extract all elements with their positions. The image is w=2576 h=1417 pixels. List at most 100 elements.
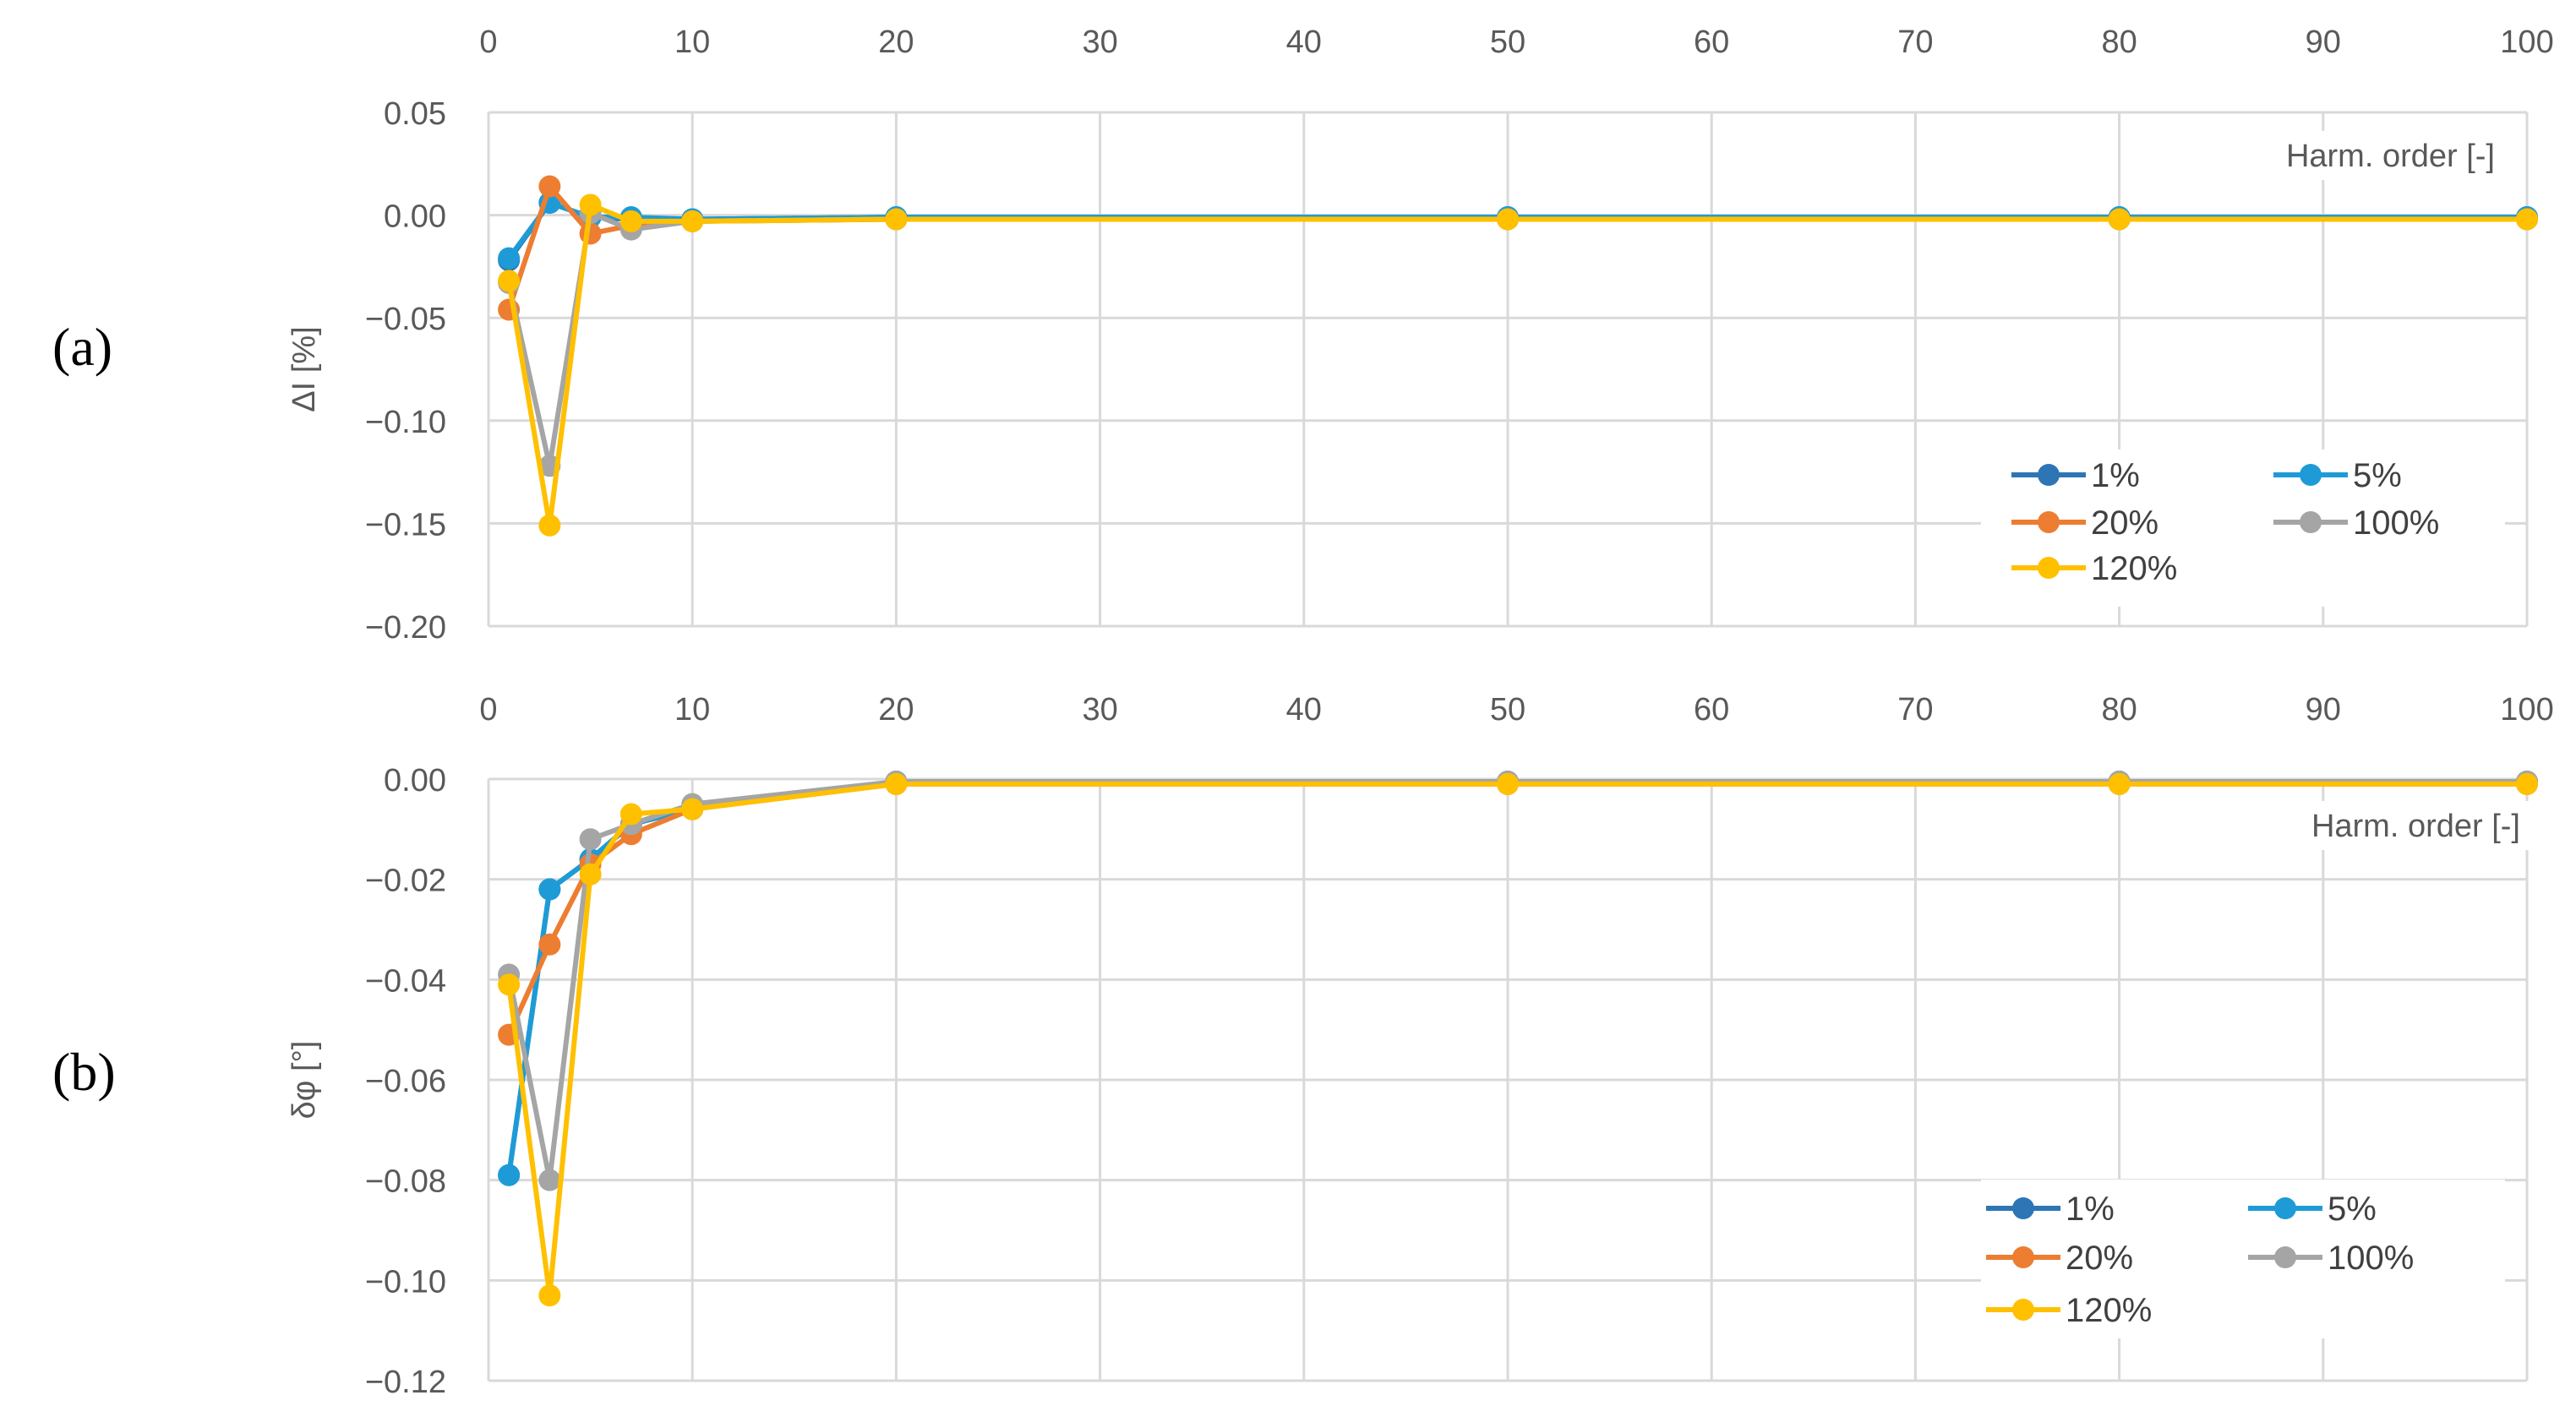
data-point xyxy=(885,772,908,795)
x-tick-label: 0 xyxy=(479,692,497,728)
x-tick-label: 30 xyxy=(1082,692,1117,728)
legend-label: 120% xyxy=(2066,1292,2152,1329)
x-axis-label: Harm. order [-] xyxy=(2286,139,2495,174)
y-tick-label: −0.06 xyxy=(365,1064,446,1099)
x-tick-label: 20 xyxy=(878,25,914,60)
series-line xyxy=(506,210,2527,469)
legend-swatch-marker xyxy=(2038,557,2060,579)
series-line xyxy=(506,200,2527,262)
y-tick-label: −0.04 xyxy=(365,963,446,999)
legend: 1% 5% 20% 100% 120% xyxy=(1981,1180,2505,1338)
series-120pct xyxy=(498,772,2538,1307)
x-tick-label: 40 xyxy=(1286,25,1322,60)
legend-swatch-marker xyxy=(2038,511,2060,533)
data-point xyxy=(538,1169,561,1191)
series-5pct xyxy=(498,192,2538,270)
data-point xyxy=(579,828,602,851)
x-axis-label-background xyxy=(2250,801,2529,850)
data-point xyxy=(619,803,642,826)
series-line xyxy=(506,183,2527,311)
y-tick-label: −0.20 xyxy=(365,610,446,646)
data-point xyxy=(885,208,908,231)
series-1pct xyxy=(498,192,2538,272)
x-tick-label: 80 xyxy=(2101,25,2137,60)
x-tick-label: 100 xyxy=(2500,692,2553,728)
series-20pct xyxy=(498,772,2538,1046)
y-tick-label: 0.00 xyxy=(384,199,446,235)
data-point xyxy=(2516,772,2538,795)
data-point xyxy=(619,210,642,232)
data-point xyxy=(498,973,521,996)
legend: 1% 5% 20% 100% 120% xyxy=(1981,450,2505,607)
legend-label: 100% xyxy=(2353,504,2439,542)
legend-swatch-marker xyxy=(2300,511,2322,533)
panel-label: (a) xyxy=(52,317,112,377)
legend-swatch-marker xyxy=(2274,1246,2296,1268)
data-point xyxy=(498,247,521,270)
data-point xyxy=(498,1164,521,1186)
y-tick-label: −0.12 xyxy=(365,1365,446,1400)
series-120pct xyxy=(498,193,2538,537)
x-tick-label: 100 xyxy=(2500,25,2553,60)
legend-background xyxy=(1981,1180,2505,1338)
legend-label: 1% xyxy=(2066,1191,2115,1228)
y-tick-label: −0.08 xyxy=(365,1164,446,1200)
legend-swatch-marker xyxy=(2274,1197,2296,1219)
y-tick-label: −0.02 xyxy=(365,864,446,899)
chart-panel-b: (b) 0.00 −0.02 −0.04 −0.06 −0.08 −0.10 −0.12 0 10… xyxy=(52,692,2554,1400)
data-point xyxy=(579,863,602,886)
data-point xyxy=(579,193,602,216)
x-tick-label: 30 xyxy=(1082,25,1117,60)
x-tick-label: 20 xyxy=(878,692,914,728)
y-tick-label: 0.00 xyxy=(384,763,446,798)
x-axis-label-background xyxy=(2224,131,2503,180)
x-tick-label: 0 xyxy=(479,25,497,60)
x-tick-label: 90 xyxy=(2306,692,2341,728)
series-20pct xyxy=(498,175,2538,321)
x-tick-label: 60 xyxy=(1694,692,1729,728)
data-point xyxy=(538,514,561,537)
series-100pct xyxy=(498,202,2538,477)
y-tick-label: −0.10 xyxy=(365,405,446,440)
y-tick-label: −0.05 xyxy=(365,302,446,337)
x-tick-label: 80 xyxy=(2101,692,2137,728)
data-point xyxy=(498,270,521,292)
y-axis-label: δφ [°] xyxy=(287,1041,322,1120)
legend-label: 120% xyxy=(2091,550,2177,587)
legend-swatch-marker xyxy=(2300,464,2322,486)
data-point xyxy=(681,210,704,232)
y-tick-label: 0.05 xyxy=(384,96,446,132)
panel-label: (b) xyxy=(52,1042,116,1102)
chart-panel-a: (a) 0.05 0.00 −0.05 −0.10 −0.15 −0.20 0 10 20 30 40… xyxy=(52,25,2554,646)
legend-swatch-marker xyxy=(2012,1197,2034,1219)
y-tick-label: −0.10 xyxy=(365,1264,446,1300)
x-tick-label: 50 xyxy=(1490,25,1525,60)
legend-swatch-marker xyxy=(2038,464,2060,486)
legend-swatch-marker xyxy=(2012,1299,2034,1321)
data-point xyxy=(538,1284,561,1307)
series-line xyxy=(506,781,2527,1036)
x-tick-label: 40 xyxy=(1286,692,1322,728)
x-axis-label: Harm. order [-] xyxy=(2311,809,2520,844)
data-point xyxy=(2516,208,2538,231)
legend-label: 1% xyxy=(2091,457,2140,494)
data-point xyxy=(538,878,561,901)
data-point xyxy=(538,933,561,956)
y-axis-label: ΔI [%] xyxy=(287,326,322,411)
legend-label: 5% xyxy=(2328,1191,2377,1228)
x-tick-label: 10 xyxy=(674,692,710,728)
x-tick-label: 50 xyxy=(1490,692,1525,728)
x-tick-label: 10 xyxy=(674,25,710,60)
data-point xyxy=(2108,772,2131,795)
data-point xyxy=(538,175,561,198)
legend-label: 5% xyxy=(2353,457,2402,494)
x-tick-label: 60 xyxy=(1694,25,1729,60)
data-point xyxy=(681,798,704,820)
x-tick-label: 90 xyxy=(2306,25,2341,60)
x-tick-label: 70 xyxy=(1897,25,1933,60)
series-line xyxy=(506,200,2527,260)
data-point xyxy=(1497,208,1519,231)
legend-label: 20% xyxy=(2091,504,2158,542)
y-tick-label: −0.15 xyxy=(365,507,446,542)
